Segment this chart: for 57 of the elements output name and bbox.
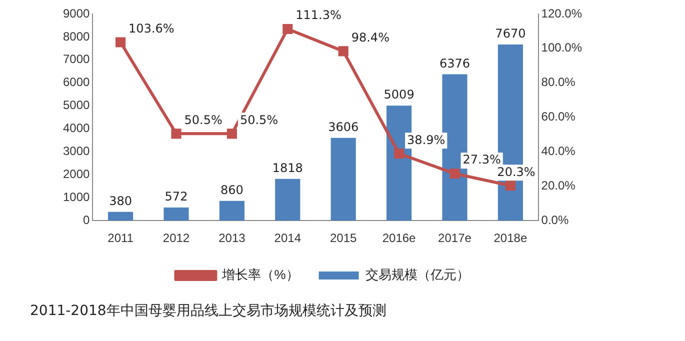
data-label: 860 [220,182,244,197]
x-tick-label: 2016e [382,231,416,246]
data-label: 111.3% [296,8,342,22]
y-tick-label: 4000 [62,121,90,136]
data-label: 27.3% [462,152,501,167]
y-tick-label: 3000 [62,144,90,158]
y-tick-label: 2000 [62,167,90,181]
y-tick-label: 7000 [62,52,90,66]
x-tick-label: 2017e [438,231,472,246]
data-label: 572 [164,190,188,204]
x-tick-label: 2012 [162,231,190,246]
data-label: 98.4% [351,30,390,44]
bar [164,207,189,221]
point [282,24,293,34]
x-tick-label: 2015 [330,231,358,246]
y-tick-label: 8000 [62,29,90,44]
point [394,148,404,159]
data-label: 7670 [495,26,526,41]
y-tick-label: 0 [83,212,90,227]
data-label: 1818 [272,160,303,175]
bar [275,178,300,221]
legend-label: 交易规模（亿元） [365,267,470,282]
point [450,168,460,179]
y2-tick-label: 60.0% [541,110,576,124]
data-label: 103.6% [128,21,174,36]
y2-tick-label: 0.0% [541,212,569,227]
y-tick-label: 9000 [62,6,90,20]
y-tick-label: 5000 [62,98,90,112]
legend-label: 增长率（%） [221,267,299,282]
y2-tick-label: 100.0% [541,40,582,55]
y2-tick-label: 20.0% [541,178,576,192]
x-tick-label: 2011 [108,231,134,246]
data-label: 3606 [328,120,359,134]
data-label: 380 [109,194,132,208]
point [226,128,237,139]
x-tick-label: 2018e [494,231,528,246]
data-label: 50.5% [184,112,222,127]
x-tick-label: 2013 [218,231,246,246]
data-label: 50.5% [240,112,278,127]
data-label: 20.3% [497,164,536,179]
y-tick-label: 6000 [62,75,90,90]
y2-tick-label: 120.0% [541,6,582,20]
bar [108,212,134,221]
data-label: 5009 [384,88,414,102]
bar [330,138,356,221]
point [505,180,516,191]
y2-tick-label: 80.0% [541,75,576,90]
data-label: 38.9% [407,132,446,147]
bar [219,200,244,221]
point [338,46,348,56]
y2-tick-label: 40.0% [541,144,576,158]
text: 2011-2018年中国母婴用品线上交易市场规模统计及预测 [30,302,386,320]
data-label: 6376 [439,56,470,70]
point [116,37,126,48]
point [171,128,182,139]
x-tick-label: 2014 [274,231,302,246]
y-tick-label: 1000 [62,190,90,204]
